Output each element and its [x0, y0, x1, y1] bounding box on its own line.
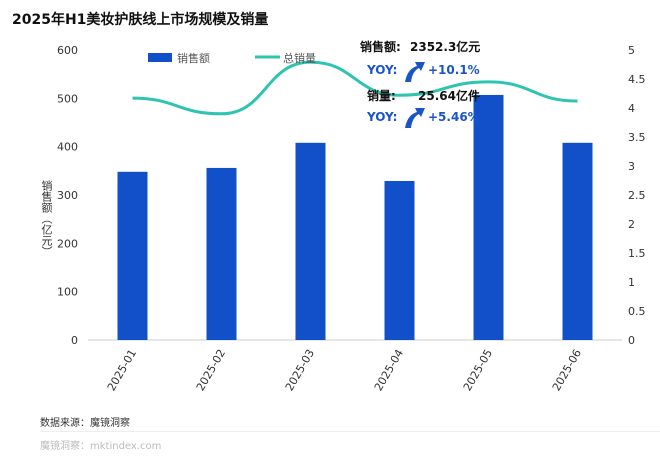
y2-tick-label: 4.5: [628, 73, 646, 86]
divider: [40, 431, 660, 432]
sales-label: 销售额:: [360, 40, 401, 54]
y2-tick-label: 3.5: [628, 131, 646, 144]
bar-2025-01: [117, 171, 148, 340]
x-tick-label: 2025-03: [283, 347, 317, 393]
y-tick-label: 500: [57, 92, 78, 105]
y2-tick-label: 3: [628, 160, 635, 173]
yoy-label-volume: YOY:: [367, 110, 398, 124]
volume-value: 25.64亿件: [418, 89, 480, 103]
arrow-up-icon: [405, 62, 425, 82]
y-tick-label: 100: [57, 286, 78, 299]
y-axis-label: 销售额（亿元）: [40, 180, 53, 257]
line-series-总销量: [132, 60, 578, 116]
y2-tick-label: 2: [628, 218, 635, 231]
sales-value: 2352.3亿元: [410, 40, 481, 54]
legend-bar-label: 销售额: [177, 51, 210, 65]
x-tick-label: 2025-02: [194, 347, 228, 393]
bar-2025-06: [562, 142, 593, 340]
bar-2025-03: [295, 142, 326, 340]
y-tick-label: 600: [57, 44, 78, 57]
y-tick-label: 400: [57, 141, 78, 154]
y2-tick-label: 1.5: [628, 247, 646, 260]
data-source: 数据来源：魔镜洞察: [40, 418, 130, 429]
y-tick-label: 300: [57, 189, 78, 202]
bar-2025-04: [384, 180, 415, 340]
x-tick-label: 2025-05: [461, 347, 495, 393]
watermark: 魔镜洞察：mktindex.com: [40, 441, 162, 452]
yoy-value-sales: +10.1%: [428, 63, 480, 77]
chart-title: 2025年H1美妆护肤线上市场规模及销量: [12, 12, 269, 28]
yoy-value-volume: +5.46%: [428, 110, 480, 124]
legend-bar-swatch: [148, 53, 172, 62]
y-tick-label: 0: [71, 334, 78, 347]
bar-2025-05: [473, 94, 504, 340]
x-tick-label: 2025-01: [105, 347, 139, 393]
bar-2025-02: [206, 167, 237, 340]
volume-label: 销量:: [367, 89, 396, 103]
y-tick-label: 200: [57, 237, 78, 250]
y2-tick-label: 1: [628, 276, 635, 289]
x-tick-label: 2025-06: [550, 347, 584, 393]
arrow-up-icon: [405, 108, 425, 128]
yoy-label-sales: YOY:: [367, 63, 398, 77]
y2-tick-label: 2.5: [628, 189, 646, 202]
y2-tick-label: 4: [628, 102, 635, 115]
legend-line-label: 总销量: [283, 51, 316, 65]
y2-tick-label: 0: [628, 334, 635, 347]
x-tick-label: 2025-04: [372, 347, 406, 393]
y2-tick-label: 5: [628, 44, 635, 57]
y2-tick-label: 0.5: [628, 305, 646, 318]
